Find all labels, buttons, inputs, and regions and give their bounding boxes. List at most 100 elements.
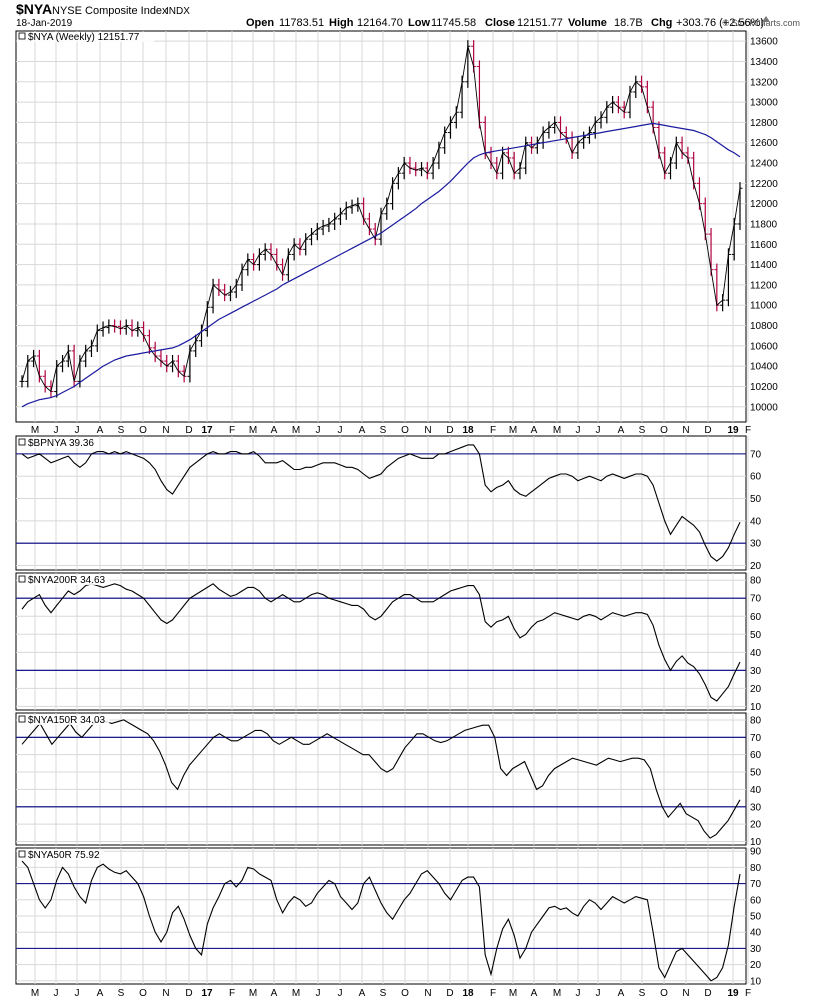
price-y-tick-label: 12400: [750, 159, 778, 170]
nya150r-y-tick-label: 10: [750, 837, 762, 848]
close-value: 12151.77: [517, 17, 563, 29]
nya150r-y-tick-label: 70: [750, 733, 762, 744]
price-moving-average-line: [21, 122, 741, 408]
bpnya-y-tick-label: 40: [750, 516, 762, 527]
quote-date: 18-Jan-2019: [16, 18, 73, 29]
exchange: INDX: [166, 6, 190, 17]
x-tick-label: O: [660, 988, 668, 999]
x-tick-label: J: [596, 988, 601, 999]
price-y-tick-label: 11000: [750, 301, 778, 312]
nya50r-y-tick-label: 80: [750, 863, 762, 874]
bpnya-panel-label: $BPNYA 39.36: [28, 438, 94, 449]
nya50r-label-bg: [17, 850, 104, 860]
nya50r-panel-label: $NYA50R 75.92: [28, 850, 100, 861]
price-y-tick-label: 13000: [750, 98, 778, 109]
panel-bpnya: 20 30 40 50 60 70 $BPNYA 39.36: [15, 435, 762, 572]
x-tick-label: F: [229, 425, 235, 436]
nya150r-label-bg: [17, 715, 110, 725]
x-tick-label: D: [704, 425, 711, 436]
x-tick-label: O: [401, 425, 409, 436]
x-tick-label: M: [31, 988, 39, 999]
x-tick-label: S: [118, 988, 125, 999]
chg-value: +303.76 (+2.56%): [676, 17, 764, 29]
x-tick-label: O: [660, 425, 668, 436]
legend-swatch-icon: [18, 575, 26, 583]
x-tick-label: 17: [201, 988, 213, 999]
panel-nya150r: 10 20 30 40 50 60 70 80 $NYA150R 34.03: [15, 712, 762, 848]
x-tick-label: 19: [727, 425, 739, 436]
x-tick-label: D: [446, 425, 453, 436]
x-tick-label: J: [576, 988, 581, 999]
bpnya-y-tick-label: 50: [750, 494, 762, 505]
x-tick-label: M: [509, 988, 517, 999]
nya50r-y-tick-label: 30: [750, 944, 762, 955]
x-tick-label: M: [249, 425, 257, 436]
watermark: © StockCharts.com: [722, 18, 800, 28]
x-tick-label: J: [338, 988, 343, 999]
x-tick-label: A: [618, 425, 625, 436]
nya200r-y-tick-label: 20: [750, 684, 762, 695]
price-y-tick-label: 10800: [750, 321, 778, 332]
price-y-tick-label: 11600: [750, 240, 778, 251]
price-y-tick-label: 10200: [750, 382, 778, 393]
bpnya-y-tick-label: 70: [750, 449, 762, 460]
x-tick-label: O: [139, 425, 147, 436]
nya200r-panel-label: $NYA200R 34.63: [28, 575, 106, 586]
x-tick-label: N: [682, 425, 689, 436]
x-tick-label: F: [490, 988, 496, 999]
price-y-tick-label: 10600: [750, 341, 778, 352]
x-tick-label: J: [338, 425, 343, 436]
nya150r-y-tick-label: 50: [750, 768, 762, 779]
x-tick-label: J: [576, 425, 581, 436]
legend-swatch-icon: [18, 438, 26, 446]
bpnya-y-tick-label: 60: [750, 472, 762, 483]
x-tick-label: N: [162, 988, 169, 999]
nya150r-y-tick-label: 60: [750, 750, 762, 761]
x-tick-label: S: [118, 425, 125, 436]
bpnya--bpnya-line: [21, 444, 741, 562]
panel-nya200r: 10 20 30 40 50 60 70 80 $NYA200R 34.63: [15, 572, 762, 713]
nya150r-y-tick-label: 20: [750, 820, 762, 831]
nya150r-panel-label: $NYA150R 34.03: [28, 715, 106, 726]
high-label: High: [329, 17, 354, 29]
nya200r-y-tick-label: 40: [750, 648, 762, 659]
x-tick-label: D: [185, 425, 192, 436]
symbol: $NYA: [16, 1, 52, 17]
volume-label: Volume: [568, 17, 607, 29]
chart-panels: 10000 10200 10400 10600 10800 11000 11200 11400…: [15, 30, 778, 999]
price-y-tick-label: 13200: [750, 77, 778, 88]
volume-value: 18.7B: [614, 17, 643, 29]
x-tick-label: 17: [201, 425, 213, 436]
x-tick-label: A: [618, 988, 625, 999]
x-tick-label: M: [292, 988, 300, 999]
x-tick-label: M: [292, 425, 300, 436]
price-y-tick-label: 13600: [750, 37, 778, 48]
nya200r-y-tick-label: 80: [750, 576, 762, 587]
x-tick-label: D: [446, 988, 453, 999]
nya200r-y-tick-label: 50: [750, 630, 762, 641]
up-arrow-icon: [762, 16, 770, 22]
price-y-tick-label: 10400: [750, 362, 778, 373]
x-tick-label: 18: [462, 425, 474, 436]
top-x-axis: M J J A S O N D 17 F M A M J J A S O N D 18 F M A M J J A S O N D 19 F: [31, 425, 751, 436]
nya200r-y-tick-label: 10: [750, 702, 762, 713]
price-y-tick-label: 13400: [750, 57, 778, 68]
price-close-line: [21, 46, 741, 393]
nya50r--nya50r-line: [21, 860, 741, 982]
low-value: 11745.58: [431, 17, 476, 29]
price-y-tick-label: 12200: [750, 179, 778, 190]
high-value: 12164.70: [357, 17, 403, 29]
x-tick-label: M: [31, 425, 39, 436]
x-tick-label: J: [596, 425, 601, 436]
panel-nya50r: 10 20 30 40 50 60 70 80 90 $NYA50R 75.92: [15, 847, 762, 987]
x-tick-label: F: [745, 988, 751, 999]
nya50r-y-tick-label: 40: [750, 928, 762, 939]
nya150r-frame: [15, 712, 747, 846]
nya200r--nya200r-line: [21, 583, 741, 702]
nya200r-y-tick-label: 60: [750, 612, 762, 623]
x-tick-label: N: [162, 425, 169, 436]
x-tick-label: N: [682, 988, 689, 999]
bpnya-y-tick-label: 30: [750, 539, 762, 550]
